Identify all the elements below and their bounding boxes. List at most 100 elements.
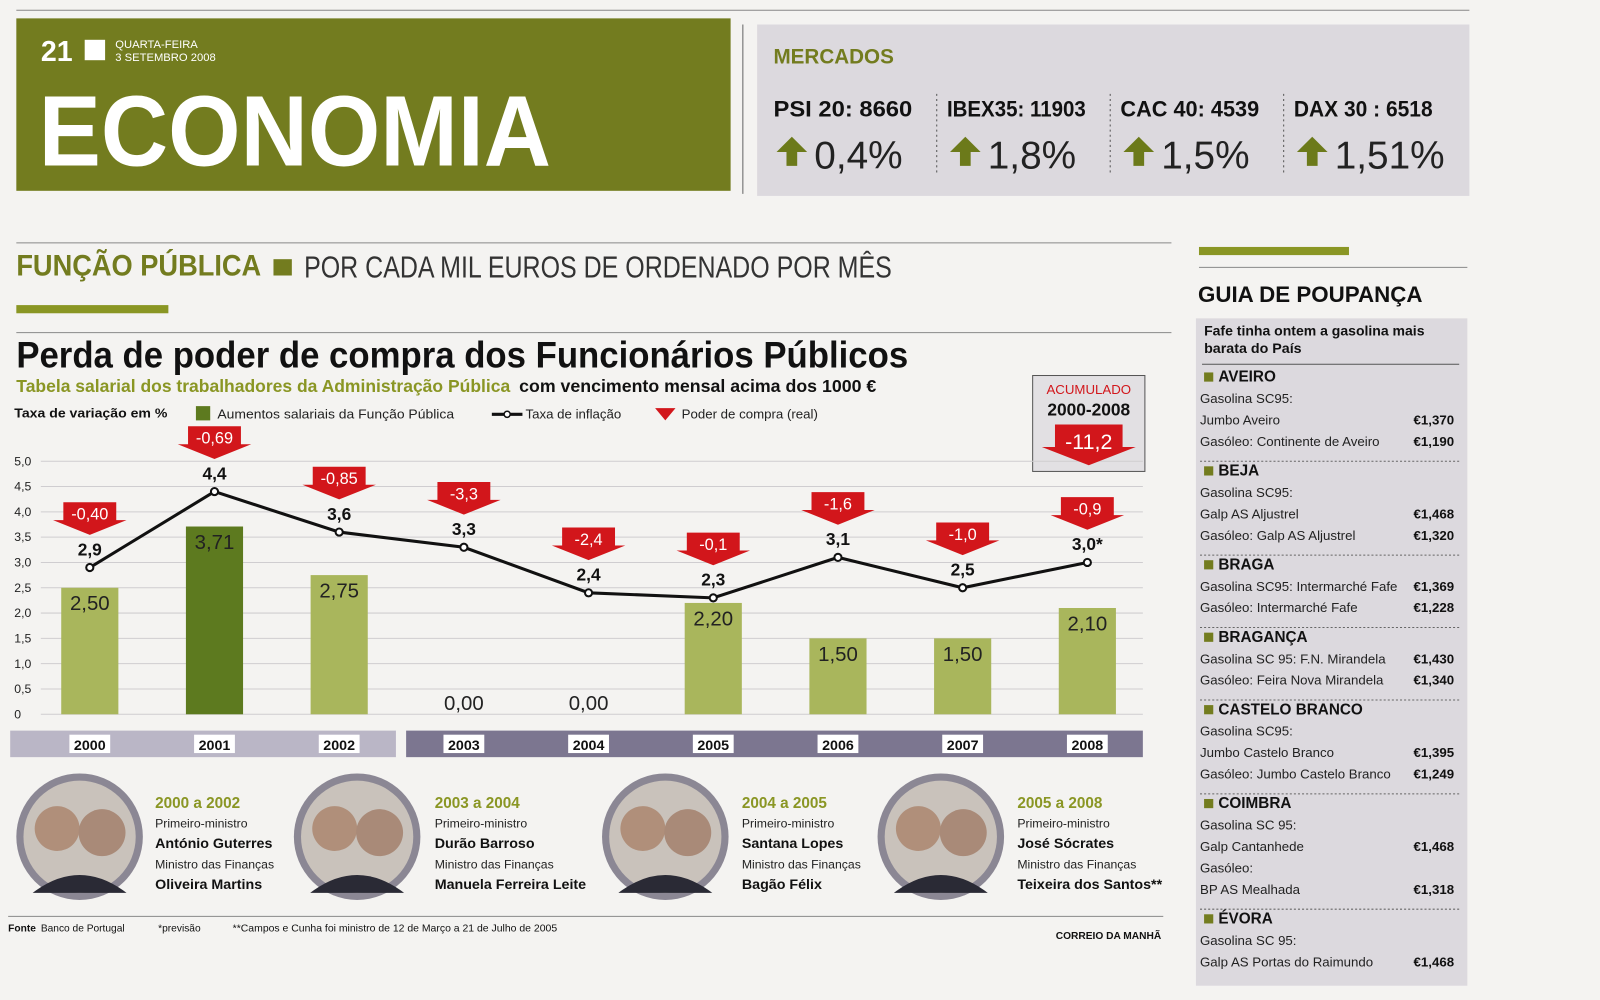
- region-name: AVEIRO: [1218, 369, 1276, 386]
- fuel-label: Gasolina SC95:: [1200, 724, 1293, 739]
- up-arrow: [1296, 136, 1328, 166]
- down-arrow: [177, 426, 252, 459]
- inflation-label: 2,3: [701, 570, 725, 590]
- fuel-label: Gasolina SC95:: [1200, 485, 1293, 500]
- accumulated-period: 2000-2008: [1047, 399, 1130, 419]
- suit: [893, 875, 988, 893]
- inflation-label: 2,9: [78, 539, 102, 559]
- fuel-label: Gasóleo: Galp AS Aljustrel: [1200, 528, 1355, 543]
- fuel-label: Gasolina SC 95:: [1200, 933, 1296, 948]
- region-name: BRAGA: [1218, 556, 1274, 573]
- role: Ministro das Finanças: [155, 857, 274, 871]
- name: Oliveira Martins: [155, 877, 262, 893]
- y-axis-label: Taxa de variação em %: [14, 405, 167, 420]
- category-label-bg: [318, 734, 360, 754]
- inflation-point: [459, 542, 469, 552]
- period: 2003 a 2004: [435, 795, 521, 812]
- purchasing-label: -0,1: [699, 536, 727, 554]
- y-tick-label: 4,0: [14, 505, 31, 519]
- y-tick-label: 2,5: [14, 581, 31, 595]
- chart-title: Perda de poder de compra dos Funcionário…: [16, 334, 908, 375]
- legend-swatch: [195, 406, 211, 421]
- period: 2004 a 2005: [742, 795, 828, 812]
- x-tick-label: 2003: [448, 738, 480, 754]
- role: Ministro das Finanças: [1017, 857, 1136, 871]
- header-square: [84, 39, 106, 61]
- purchasing-label: -1,0: [949, 526, 977, 544]
- role: Ministro das Finanças: [435, 857, 554, 871]
- region-name: COIMBRA: [1218, 795, 1291, 812]
- role: Ministro das Finanças: [742, 857, 861, 871]
- bar-value-label: 0,00: [569, 693, 609, 715]
- category-label-bg: [817, 734, 859, 754]
- y-tick-label: 1,0: [14, 657, 31, 671]
- bar: [809, 638, 867, 715]
- fuel-label: Gasóleo: Intermarché Fafe: [1200, 600, 1358, 615]
- accent-bar: [16, 305, 169, 314]
- source-label: Fonte: [8, 924, 36, 935]
- market-name: PSI 20: 8660: [773, 96, 912, 121]
- market-change: 0,4%: [814, 134, 902, 177]
- inflation-label: 4,4: [202, 463, 226, 483]
- face: [34, 806, 80, 852]
- inflation-label: 2,4: [577, 565, 601, 585]
- up-arrow: [776, 136, 808, 166]
- region-marker: [1204, 372, 1214, 382]
- guide-title: GUIA DE POUPANÇA: [1198, 282, 1422, 307]
- kicker: FUNÇÃO PÚBLICA: [16, 249, 261, 283]
- bar-value-label: 3,71: [195, 532, 235, 554]
- bar: [934, 638, 992, 715]
- down-arrow: [801, 492, 875, 525]
- fuel-price: €1,228: [1414, 600, 1455, 615]
- inflation-label: 2,5: [951, 560, 975, 580]
- region-marker: [1204, 632, 1214, 642]
- inflation-point: [85, 562, 95, 573]
- region-marker: [1204, 560, 1214, 570]
- down-arrow: [1050, 497, 1125, 530]
- role: Primeiro-ministro: [435, 817, 528, 831]
- fuel-price: €1,395: [1414, 745, 1455, 760]
- y-tick-label: 1,5: [14, 631, 31, 645]
- section-title: ECONOMIA: [39, 75, 551, 187]
- fuel-price: €1,468: [1414, 954, 1455, 969]
- inflation-point: [1082, 557, 1092, 568]
- region-marker: [1204, 705, 1214, 715]
- legend-label: Poder de compra (real): [682, 406, 818, 421]
- market-name: CAC 40: 4539: [1120, 96, 1259, 121]
- legend-label: Taxa de inflação: [526, 406, 622, 421]
- x-tick-label: 2007: [947, 738, 979, 754]
- market-change: 1,5%: [1161, 134, 1249, 177]
- x-tick-label: 2005: [697, 738, 729, 754]
- suit: [310, 875, 405, 893]
- fuel-label: Jumbo Castelo Branco: [1200, 745, 1334, 760]
- purchasing-label: -0,9: [1073, 500, 1101, 518]
- fuel-price: €1,370: [1414, 412, 1455, 427]
- bar-value-label: 2,20: [693, 608, 733, 630]
- guide-panel: [1195, 318, 1468, 986]
- x-tick-label: 2002: [323, 738, 355, 754]
- market-name: IBEX35: 11903: [947, 96, 1086, 121]
- period: 2000 a 2002: [155, 795, 240, 812]
- purchasing-label: -0,40: [71, 506, 108, 524]
- down-arrow: [551, 527, 626, 561]
- note: **Campos e Cunha foi ministro de 12 de M…: [233, 924, 558, 935]
- role: Primeiro-ministro: [155, 817, 248, 831]
- face: [312, 806, 358, 852]
- bar-value-label: 1,50: [818, 644, 858, 666]
- role: Primeiro-ministro: [742, 817, 835, 831]
- inflation-point: [334, 527, 344, 537]
- region-name: BEJA: [1218, 463, 1259, 480]
- legend-arrow: [655, 408, 676, 421]
- x-tick-label: 2004: [573, 738, 605, 754]
- y-tick-label: 3,0: [14, 556, 31, 570]
- source: Banco de Portugal: [41, 924, 125, 935]
- bar-value-label: 2,50: [70, 593, 110, 615]
- region-marker: [1204, 466, 1214, 476]
- bar-value-label: 1,50: [943, 644, 983, 666]
- down-arrow: [925, 522, 1000, 556]
- fuel-price: €1,318: [1414, 882, 1455, 897]
- y-tick-label: 0: [14, 707, 21, 721]
- header-band: [16, 18, 731, 191]
- name: Teixeira dos Santos**: [1017, 877, 1162, 893]
